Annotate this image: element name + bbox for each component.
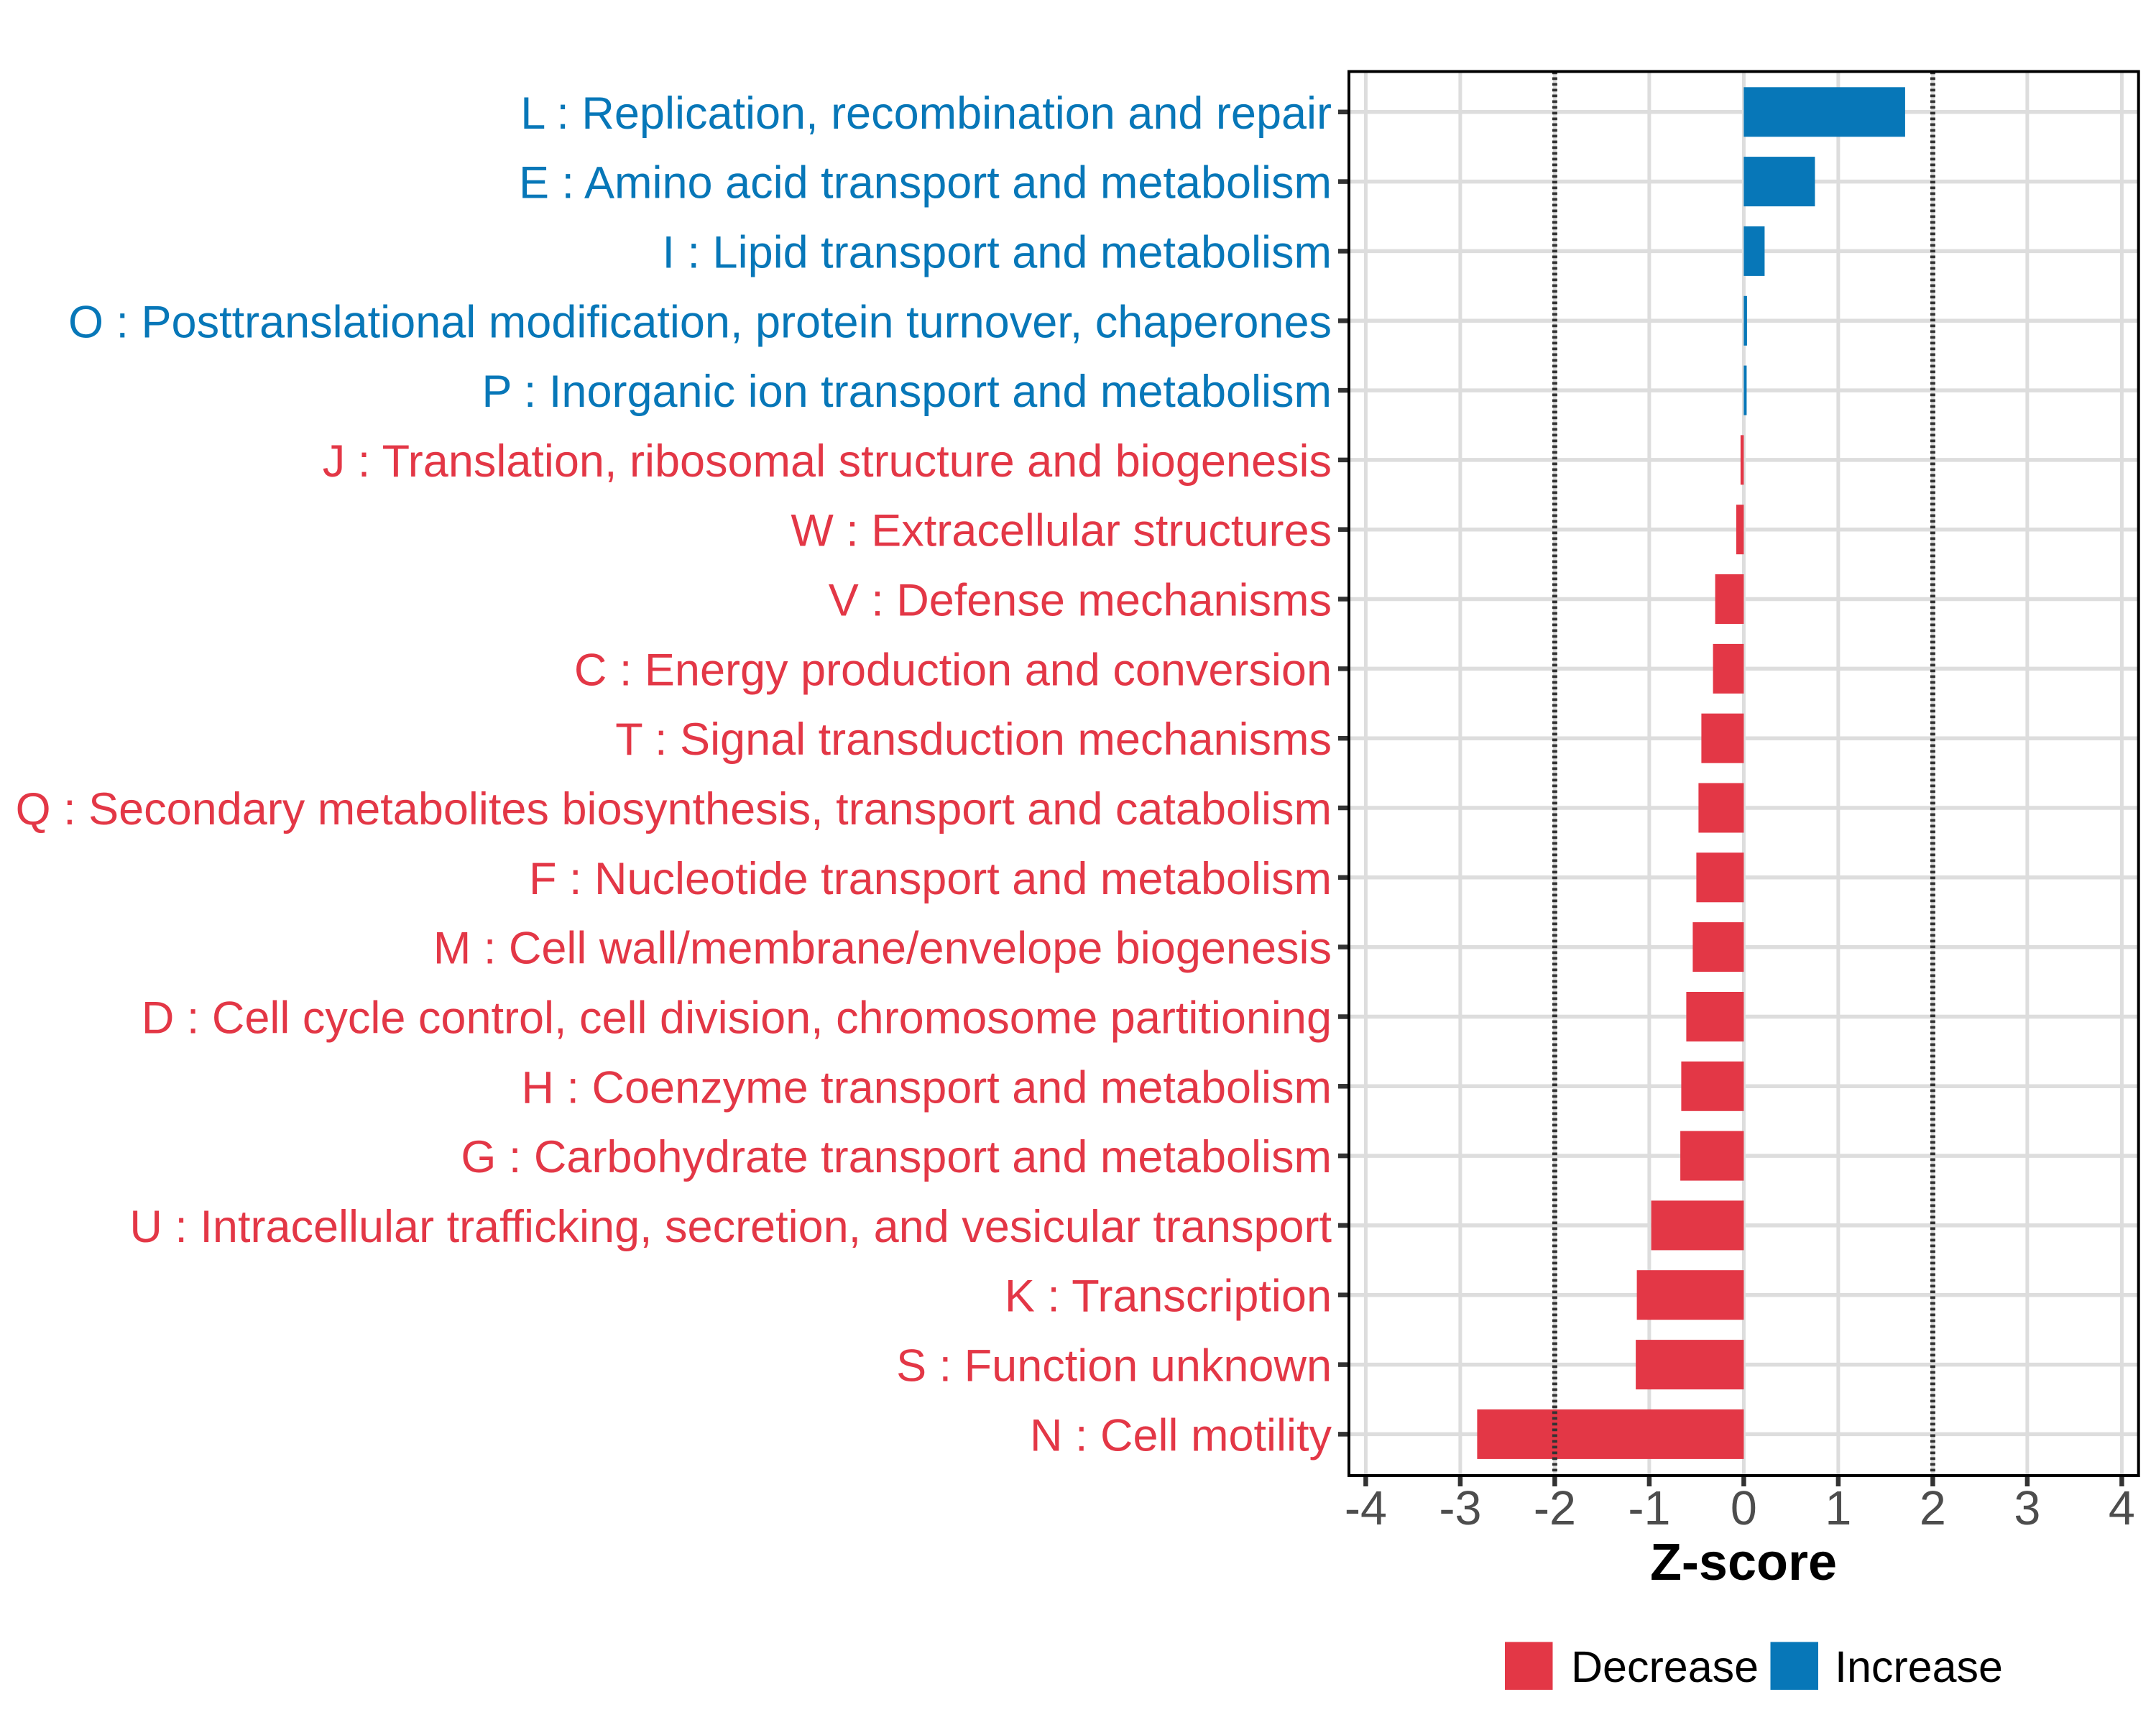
svg-text:2: 2 [1920, 1482, 1946, 1535]
svg-text:L : Replication, recombination: L : Replication, recombination and repai… [520, 88, 1332, 139]
svg-text:3: 3 [2014, 1482, 2040, 1535]
svg-text:0: 0 [1731, 1482, 1757, 1535]
svg-text:S : Function unknown: S : Function unknown [896, 1341, 1332, 1392]
svg-text:D : Cell cycle control, cell d: D : Cell cycle control, cell division, c… [142, 993, 1332, 1044]
svg-text:C : Energy production and conv: C : Energy production and conversion [574, 645, 1332, 695]
svg-text:Decrease: Decrease [1571, 1642, 1759, 1691]
svg-text:E : Amino acid transport and m: E : Amino acid transport and metabolism [519, 158, 1332, 208]
svg-text:-2: -2 [1534, 1482, 1576, 1535]
svg-text:Z-score: Z-score [1650, 1534, 1837, 1591]
svg-text:-4: -4 [1345, 1482, 1387, 1535]
svg-text:J : Translation, ribosomal str: J : Translation, ribosomal structure and… [323, 436, 1332, 487]
svg-text:K : Transcription: K : Transcription [1005, 1271, 1332, 1322]
svg-text:Increase: Increase [1835, 1642, 2003, 1691]
svg-text:I : Lipid transport and metabo: I : Lipid transport and metabolism [663, 227, 1332, 277]
svg-text:W : Extracellular structures: W : Extracellular structures [791, 506, 1332, 556]
svg-text:N : Cell motility: N : Cell motility [1030, 1410, 1332, 1460]
svg-text:-1: -1 [1628, 1482, 1670, 1535]
svg-text:V : Defense mechanisms: V : Defense mechanisms [829, 576, 1332, 626]
svg-text:U : Intracellular trafficking,: U : Intracellular trafficking, secretion… [129, 1202, 1332, 1252]
svg-text:1: 1 [1825, 1482, 1851, 1535]
svg-text:O : Posttranslational modifica: O : Posttranslational modification, prot… [68, 297, 1332, 347]
svg-text:H : Coenzyme transport and met: H : Coenzyme transport and metabolism [522, 1062, 1332, 1113]
svg-text:T : Signal transduction mechan: T : Signal transduction mechanisms [615, 714, 1332, 765]
svg-text:M : Cell wall/membrane/envelop: M : Cell wall/membrane/envelope biogenes… [433, 924, 1332, 974]
svg-text:4: 4 [2109, 1482, 2135, 1535]
svg-text:-3: -3 [1439, 1482, 1481, 1535]
svg-text:F : Nucleotide transport and m: F : Nucleotide transport and metabolism [529, 854, 1332, 904]
svg-text:P : Inorganic ion transport an: P : Inorganic ion transport and metaboli… [482, 367, 1332, 417]
svg-text:G : Carbohydrate transport and: G : Carbohydrate transport and metabolis… [461, 1132, 1332, 1182]
svg-text:Q : Secondary metabolites bios: Q : Secondary metabolites biosynthesis, … [16, 784, 1332, 834]
